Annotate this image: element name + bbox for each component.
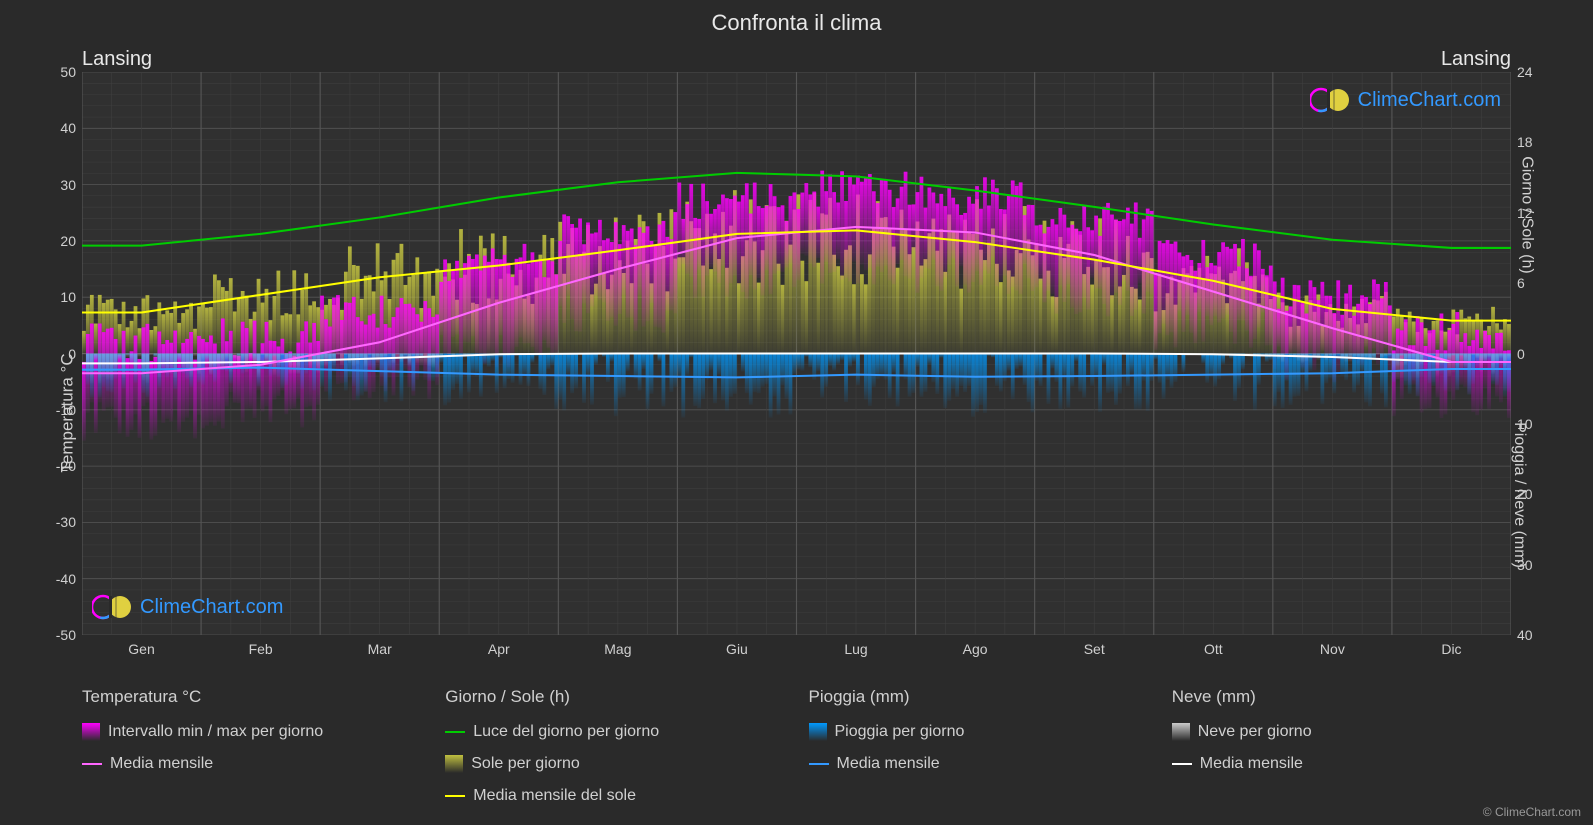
y-right-tick: 24 xyxy=(1517,64,1533,80)
legend-line-icon xyxy=(82,763,102,765)
legend-item: Luce del giorno per giorno xyxy=(445,723,784,741)
legend-swatch-icon xyxy=(1172,723,1190,741)
y-right-tick: 6 xyxy=(1517,275,1525,291)
y-left-tick: -50 xyxy=(56,627,76,643)
y-right-tick: 40 xyxy=(1517,627,1533,643)
x-tick-month: Mar xyxy=(368,641,392,657)
legend-item: Media mensile xyxy=(809,755,1148,773)
x-tick-month: Mag xyxy=(604,641,631,657)
x-tick-month: Ago xyxy=(963,641,988,657)
x-tick-month: Gen xyxy=(128,641,154,657)
legend-item: Neve per giorno xyxy=(1172,723,1511,741)
y-left-tick: 30 xyxy=(60,177,76,193)
x-tick-month: Ott xyxy=(1204,641,1223,657)
y-right-tick: 0 xyxy=(1517,346,1525,362)
y-left-tick: 0 xyxy=(68,346,76,362)
y-right-tick: 12 xyxy=(1517,205,1533,221)
legend-item-label: Intervallo min / max per giorno xyxy=(108,723,323,741)
copyright: © ClimeChart.com xyxy=(1483,805,1581,819)
legend-group-title: Temperatura °C xyxy=(82,687,421,707)
y-left-tick: -20 xyxy=(56,458,76,474)
x-tick-month: Nov xyxy=(1320,641,1345,657)
y-left-tick: 50 xyxy=(60,64,76,80)
x-tick-month: Feb xyxy=(249,641,273,657)
legend-group-title: Pioggia (mm) xyxy=(809,687,1148,707)
chart-title: Confronta il clima xyxy=(0,0,1593,36)
y-right-tick: 18 xyxy=(1517,134,1533,150)
y-right-tick: 20 xyxy=(1517,486,1533,502)
y-left-tick: 10 xyxy=(60,289,76,305)
y-right-tick: 10 xyxy=(1517,416,1533,432)
chart-container: Confronta il clima Lansing Lansing Tempe… xyxy=(0,0,1593,825)
legend-item-label: Sole per giorno xyxy=(471,755,580,773)
legend-item: Intervallo min / max per giorno xyxy=(82,723,421,741)
legend-item-label: Media mensile del sole xyxy=(473,787,636,805)
legend-item-label: Media mensile xyxy=(110,755,213,773)
y-left-tick: -30 xyxy=(56,514,76,530)
legend-item: Sole per giorno xyxy=(445,755,784,773)
x-tick-month: Dic xyxy=(1441,641,1461,657)
legend-item: Media mensile del sole xyxy=(445,787,784,805)
legend-item: Media mensile xyxy=(82,755,421,773)
legend-item-label: Pioggia per giorno xyxy=(835,723,965,741)
city-label-right: Lansing xyxy=(1441,48,1511,71)
legend-group: Neve (mm) Neve per giorno Media mensile xyxy=(1172,687,1511,805)
chart-svg xyxy=(82,72,1511,635)
legend-swatch-icon xyxy=(82,723,100,741)
x-tick-month: Lug xyxy=(844,641,867,657)
legend-line-icon xyxy=(809,763,829,765)
legend-item: Media mensile xyxy=(1172,755,1511,773)
legend-group: Pioggia (mm) Pioggia per giorno Media mens… xyxy=(809,687,1148,805)
legend-swatch-icon xyxy=(445,755,463,773)
legend-line-icon xyxy=(1172,763,1192,765)
legend-item-label: Media mensile xyxy=(837,755,940,773)
x-tick-month: Apr xyxy=(488,641,510,657)
x-tick-month: Set xyxy=(1084,641,1105,657)
y-left-tick: -40 xyxy=(56,571,76,587)
legend-item-label: Neve per giorno xyxy=(1198,723,1312,741)
legend-line-icon xyxy=(445,795,465,797)
y-left-tick: 40 xyxy=(60,120,76,136)
y-left-tick: 20 xyxy=(60,233,76,249)
city-label-left: Lansing xyxy=(82,48,152,71)
y-right-tick: 30 xyxy=(1517,557,1533,573)
legend-group-title: Giorno / Sole (h) xyxy=(445,687,784,707)
legend-item-label: Media mensile xyxy=(1200,755,1303,773)
legend-swatch-icon xyxy=(809,723,827,741)
legend-line-icon xyxy=(445,731,465,733)
legend-group: Temperatura °C Intervallo min / max per g… xyxy=(82,687,421,805)
legend-item-label: Luce del giorno per giorno xyxy=(473,723,659,741)
x-tick-month: Giu xyxy=(726,641,748,657)
chart-plot-area: 50403020100-10-20-30-40-50 2418126010203… xyxy=(82,72,1511,635)
legend-item: Pioggia per giorno xyxy=(809,723,1148,741)
legend-group: Giorno / Sole (h) Luce del giorno per gio… xyxy=(445,687,784,805)
legend: Temperatura °C Intervallo min / max per g… xyxy=(82,687,1511,805)
y-left-tick: -10 xyxy=(56,402,76,418)
legend-group-title: Neve (mm) xyxy=(1172,687,1511,707)
